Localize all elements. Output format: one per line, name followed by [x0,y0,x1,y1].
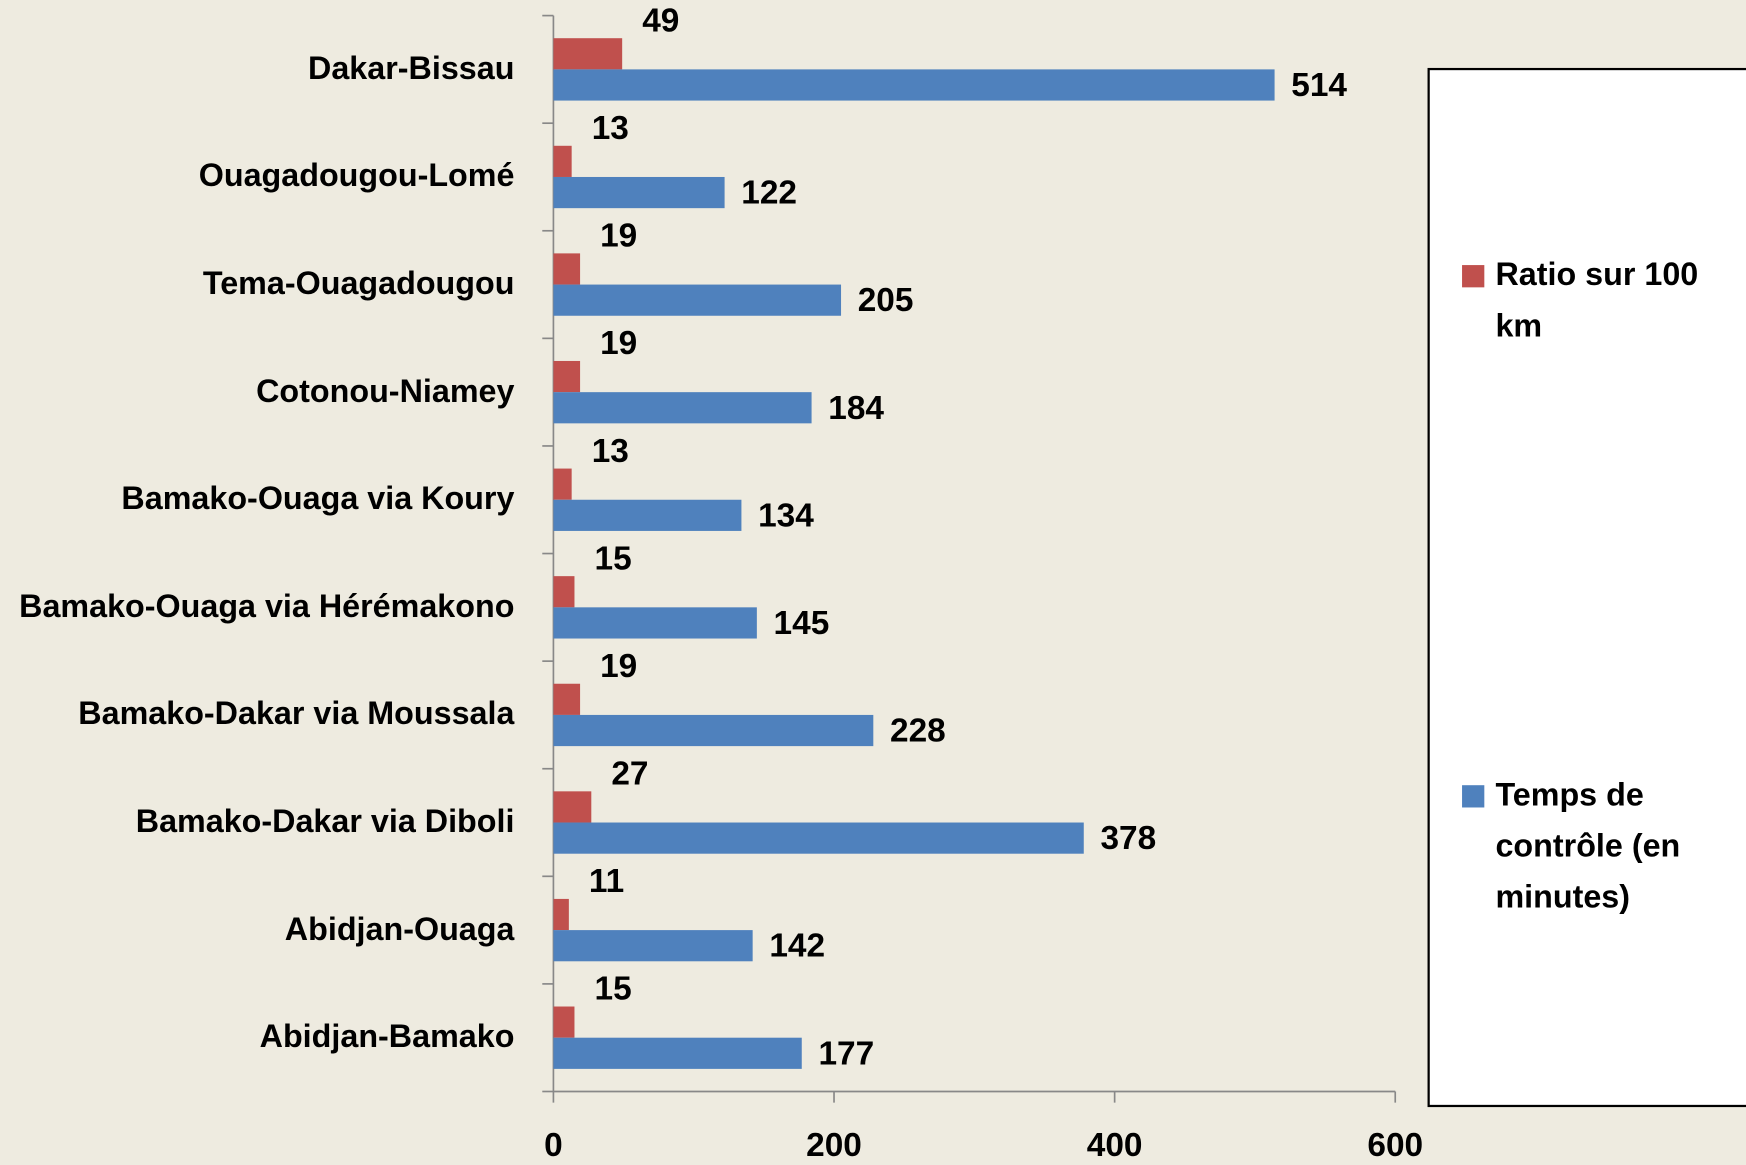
y-tick-label: Bamako-Ouaga via Hérémakono [19,588,515,625]
data-label: 13 [592,110,629,147]
bar [553,499,742,531]
y-tick-label: Ouagadougou-Lomé [198,158,515,195]
category-label-box: Abidjan-Bamako [259,1019,515,1055]
bar [553,576,575,608]
legend-swatch [1462,265,1485,288]
y-tick-label: Abidjan-Bamako [259,1019,515,1055]
bar [553,791,592,823]
data-label: 19 [600,218,637,255]
data-label: 514 [1291,67,1347,104]
data-label: 378 [1100,820,1156,857]
bar [553,392,812,424]
bar [553,683,581,715]
data-label: 15 [595,540,632,577]
data-label: 11 [589,863,624,900]
bar [553,1037,802,1069]
data-label: 205 [858,282,914,319]
category-label-box: Ouagadougou-Lomé [198,158,515,195]
category-label-box: Bamako-Dakar via Moussala [78,696,515,733]
bar [553,1006,575,1038]
data-label: 15 [595,971,632,1008]
bar [553,176,725,209]
legend-swatch [1462,785,1485,808]
bar [553,822,1084,854]
bar [553,360,581,393]
category-label-box: Dakar-Bissau [308,51,515,87]
x-tick-label: 400 [1087,1127,1143,1164]
x-tick-label: 0 [544,1127,563,1164]
category-label-box: Bamako-Ouaga via Hérémakono [19,588,515,625]
data-label: 49 [642,2,679,39]
y-tick-label: Bamako-Ouaga via Koury [121,481,515,518]
legend-label-box: Ratio sur 100 km [1495,257,1699,345]
category-label-box: Bamako-Ouaga via Koury [121,481,515,518]
bar [553,898,569,931]
data-label: 134 [758,497,814,534]
y-tick-label: Bamako-Dakar via Diboli [135,804,515,840]
data-label: 228 [890,713,946,750]
x-tick-label: 200 [806,1127,862,1164]
y-tick-label: Tema-Ouagadougou [202,266,515,302]
legend-label: Temps de contrôle (en minutes) [1495,777,1681,916]
y-tick-label: Cotonou-Niamey [256,373,515,410]
bar [553,69,1275,101]
data-label: 184 [828,390,884,427]
y-tick-label: Bamako-Dakar via Moussala [78,696,515,733]
data-label: 122 [741,175,797,212]
bar [553,253,581,285]
bar [553,145,572,177]
data-label: 142 [769,928,825,965]
category-label-box: Tema-Ouagadougou [202,266,515,302]
data-label: 19 [600,648,637,685]
bar [553,284,842,316]
legend-box [1427,67,1746,1108]
data-label: 13 [592,433,629,470]
legend-label: Ratio sur 100 km [1495,257,1699,345]
category-label-box: Bamako-Dakar via Diboli [135,804,515,840]
data-label: 19 [600,325,637,362]
bar [553,607,757,639]
data-label: 27 [611,756,648,793]
bar [553,38,623,70]
data-label: 177 [818,1035,874,1072]
bar [553,714,874,747]
legend-label-box: Temps de contrôle (en minutes) [1495,777,1681,916]
y-tick-label: Dakar-Bissau [308,51,515,87]
bar [553,468,572,500]
category-label-box: Cotonou-Niamey [256,373,515,410]
bar [553,930,753,962]
category-label-box: Abidjan-Ouaga [284,911,515,948]
y-tick-label: Abidjan-Ouaga [284,911,515,948]
x-tick-label: 600 [1367,1127,1423,1164]
data-label: 145 [774,605,830,642]
